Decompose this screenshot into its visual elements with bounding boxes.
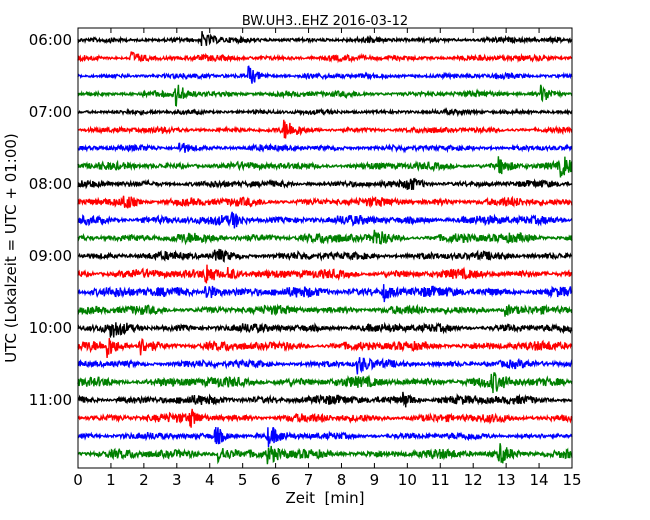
plot-frame bbox=[77, 27, 573, 469]
x-tick-label: 11 bbox=[431, 471, 450, 489]
x-tick-label: 12 bbox=[464, 471, 483, 489]
seismogram-trace bbox=[77, 211, 573, 229]
x-axis: 0 1 2 3 4 5 6 7 8 9 10 11 12 13 14 15 bbox=[73, 28, 582, 489]
seismogram-trace bbox=[77, 391, 573, 408]
x-tick-label: 0 bbox=[73, 471, 83, 489]
x-axis-label: Zeit [min] bbox=[285, 489, 364, 507]
y-tick-label: 07:00 bbox=[29, 103, 72, 121]
trace-group bbox=[77, 31, 573, 465]
seismogram-trace bbox=[77, 357, 573, 375]
y-tick-label: 11:00 bbox=[29, 391, 72, 409]
seismogram-trace bbox=[77, 156, 573, 178]
seismogram-trace bbox=[77, 371, 573, 394]
y-axis: 06:00 07:00 08:00 09:00 10:00 11:00 bbox=[29, 31, 572, 409]
seismogram-trace bbox=[77, 31, 573, 47]
seismogram-trace bbox=[77, 303, 573, 317]
seismogram-trace bbox=[77, 264, 573, 284]
seismogram-trace bbox=[77, 426, 573, 448]
chart-title: BW.UH3..EHZ 2016-03-12 bbox=[242, 14, 408, 29]
x-tick-label: 14 bbox=[530, 471, 549, 489]
seismogram-trace bbox=[77, 248, 573, 263]
x-tick-label: 13 bbox=[497, 471, 516, 489]
x-tick-label: 2 bbox=[139, 471, 149, 489]
x-tick-label: 7 bbox=[304, 471, 314, 489]
x-tick-label: 10 bbox=[398, 471, 417, 489]
x-tick-label: 5 bbox=[238, 471, 248, 489]
y-tick-label: 06:00 bbox=[29, 31, 72, 49]
y-tick-label: 10:00 bbox=[29, 319, 72, 337]
x-tick-label: 15 bbox=[562, 471, 581, 489]
seismogram-trace bbox=[77, 408, 573, 428]
seismogram-trace bbox=[77, 142, 573, 154]
seismogram-trace bbox=[77, 195, 573, 209]
seismogram-trace bbox=[77, 443, 573, 465]
x-tick-label: 6 bbox=[271, 471, 281, 489]
seismogram-trace bbox=[77, 337, 573, 358]
seismogram-trace bbox=[77, 51, 573, 64]
x-tick-label: 3 bbox=[172, 471, 182, 489]
x-tick-label: 1 bbox=[106, 471, 116, 489]
y-axis-label: UTC (Lokalzeit = UTC + 01:00) bbox=[2, 133, 20, 363]
x-tick-label: 9 bbox=[370, 471, 380, 489]
seismogram-trace bbox=[77, 321, 573, 338]
y-tick-label: 08:00 bbox=[29, 175, 72, 193]
seismogram-trace bbox=[77, 229, 573, 246]
x-tick-label: 8 bbox=[337, 471, 347, 489]
seismogram-trace bbox=[77, 177, 573, 191]
x-tick-label: 4 bbox=[205, 471, 215, 489]
seismogram-trace bbox=[77, 84, 573, 107]
seismogram-trace bbox=[77, 119, 573, 139]
y-tick-label: 09:00 bbox=[29, 247, 72, 265]
seismogram-trace bbox=[77, 284, 573, 303]
seismogram-trace bbox=[77, 65, 573, 84]
seismogram-trace bbox=[77, 107, 573, 118]
